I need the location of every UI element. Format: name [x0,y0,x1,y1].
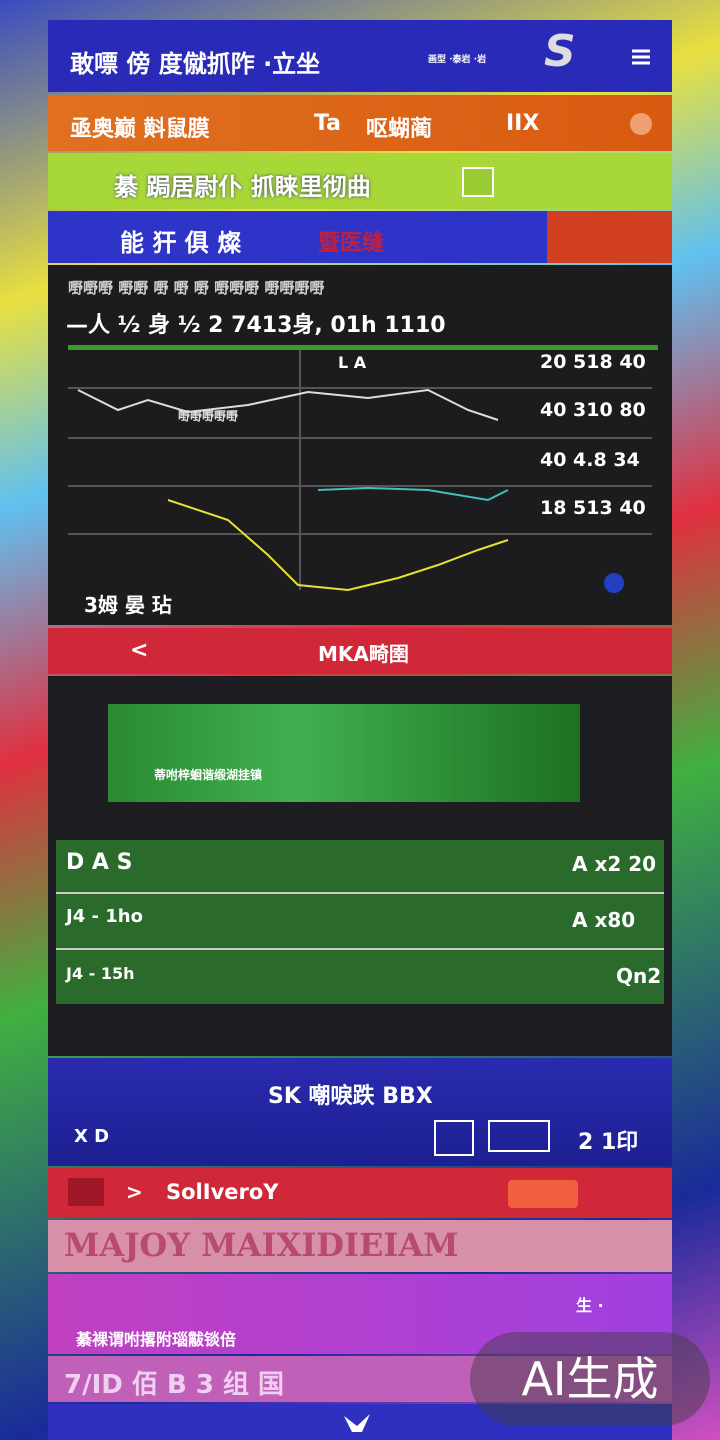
panel-value: 2 1印 [578,1130,639,1155]
row-left: J4 - 15h [66,964,135,983]
button[interactable] [508,1180,578,1208]
chart-panel: 嘢嘢嘢 嘢嘢 嘢 嘢 嘢 嘢嘢嘢 嘢嘢嘢嘢 —人 ½ 身 ½ 2 7413身, … [48,265,672,625]
nav-bar: < MKA畸圉 [48,628,672,674]
row-right: A x80 [572,908,636,932]
row-left: D A S [66,850,133,875]
tab-text: Ta [314,111,342,136]
watermark: AI生成 [470,1332,710,1426]
value-label: 40 310 80 [540,399,646,421]
row-right: Qn2 [616,964,662,988]
tab-bar[interactable]: 能 犴 俱 燦 暨医缝 [48,211,672,263]
status-dot [630,113,652,135]
card-text: 蒂咐梓蛔谐缎湖挂镇 [154,768,263,782]
menu-icon[interactable] [630,48,652,66]
value-label: 20 518 40 [540,351,646,373]
bar-title: SolIveroY [166,1180,279,1204]
dot[interactable] [604,573,624,593]
line-chart [68,350,652,592]
footer-text: 7/ID 佰 B 3 组 国 [64,1370,285,1400]
row-left: J4 - 1ho [66,906,143,927]
footer: 3姆 晏 玷 [84,593,172,617]
panel-title: SK 嘲唳跌 BBX [268,1084,433,1109]
tab-text: IIX [506,111,540,136]
banner-text: MAJOY MAIXIDIEIAM [64,1226,459,1264]
panel-side: 生 · [576,1296,604,1315]
red-bar: > SolIveroY [48,1168,672,1218]
tab-text: 能 犴 俱 燦 [120,229,242,257]
checkbox[interactable] [462,167,494,197]
banner: MAJOY MAIXIDIEIAM [48,1220,672,1272]
button[interactable] [488,1120,550,1152]
tab-bar[interactable]: 亟奥巅 斢鼠膜 Ta 呕蝴蔺 IIX [48,95,672,151]
home-icon[interactable] [342,1412,372,1434]
arrow[interactable]: > [126,1180,143,1204]
button[interactable] [434,1120,474,1156]
label: L A [338,353,367,372]
bottom-bar [48,1404,672,1440]
panel-text: X D [74,1126,110,1147]
annotation: 嘢嘢嘢嘢嘢 [178,409,239,423]
tab-text: 暨医缝 [318,231,385,256]
headline: —人 ½ 身 ½ 2 7413身, 01h 1110 [66,313,446,338]
subtitle: 画型 ·泰岩 ·岩 [428,55,487,65]
caption: 嘢嘢嘢 嘢嘢 嘢 嘢 嘢 嘢嘢嘢 嘢嘢嘢嘢 [68,279,325,297]
nav-title: MKA畸圉 [318,642,409,666]
tab-text: 綦 跼居尉仆 抓睐里彻曲 [114,173,371,201]
image-card[interactable]: 蒂咐梓蛔谐缎湖挂镇 [108,704,580,802]
logo: S [544,26,576,77]
blue-panel: SK 嘲唳跌 BBX X D 2 1印 [48,1058,672,1166]
row-right: A x2 20 [572,852,657,876]
header: 敢嘌 傍 度僦抓阼 ·立坐 画型 ·泰岩 ·岩 S [48,20,672,92]
table: D A S A x2 20 J4 - 1ho A x80 J4 - 15h Qn… [56,840,664,1004]
value-label: 18 513 40 [540,497,646,519]
title: 敢嘌 傍 度僦抓阼 ·立坐 [70,50,321,78]
footer-bar: 7/ID 佰 B 3 组 国 [48,1356,672,1402]
tab-bar[interactable]: 綦 跼居尉仆 抓睐里彻曲 [48,153,672,209]
back-button[interactable]: < [130,638,149,663]
tab-text: 呕蝴蔺 [366,117,433,142]
content: 蒂咐梓蛔谐缎湖挂镇 D A S A x2 20 J4 - 1ho A x80 J… [48,676,672,1056]
purple-panel: 綦裸谓咐撂附瑙黻锬倍 生 · [48,1274,672,1354]
tab-text: 亟奥巅 斢鼠膜 [70,117,210,142]
value-label: 40 4.8 34 [540,449,640,471]
progress [68,345,658,350]
panel-text: 綦裸谓咐撂附瑙黻锬倍 [76,1330,237,1349]
